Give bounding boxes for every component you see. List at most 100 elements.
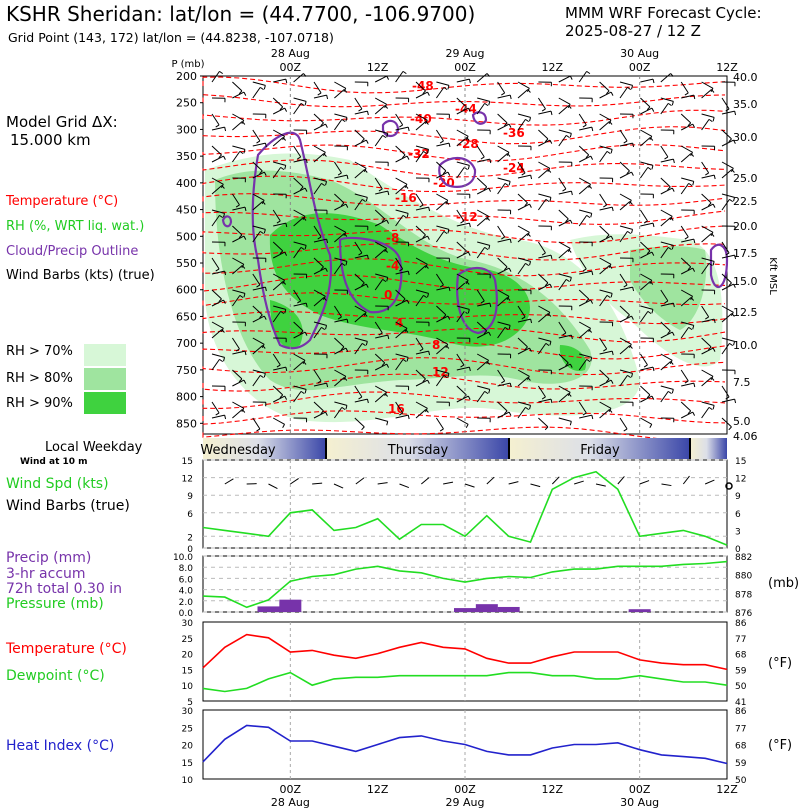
wind-barb bbox=[579, 209, 592, 214]
bottom-time-label: 00Z bbox=[280, 783, 302, 796]
wind-barb bbox=[660, 321, 671, 332]
wind-barb bbox=[660, 331, 673, 339]
temperature-contour bbox=[202, 144, 726, 162]
wind-barb-flag bbox=[504, 266, 508, 271]
wind-barb-flag bbox=[407, 126, 410, 132]
wind-barb-flag bbox=[693, 382, 696, 388]
wind-barb bbox=[456, 107, 469, 115]
surface-wind-barb bbox=[224, 478, 234, 485]
height-tick-label: 17.5 bbox=[733, 247, 758, 260]
wind-barb bbox=[293, 361, 304, 371]
wind-barb bbox=[640, 366, 654, 371]
surface-wind-barb bbox=[333, 483, 344, 489]
wind-barb bbox=[354, 139, 367, 147]
wind-barb bbox=[497, 177, 511, 182]
temperature-contour bbox=[202, 94, 726, 108]
forecast-cycle: MMM WRF Forecast Cycle: 2025-08-27 / 12 … bbox=[565, 4, 762, 40]
wind-barb bbox=[395, 185, 406, 195]
surface-wind-barb bbox=[682, 475, 690, 485]
wind-barb bbox=[252, 87, 261, 99]
wind-barb bbox=[476, 247, 486, 259]
wind-barb bbox=[395, 145, 406, 156]
wind-barb-flag bbox=[549, 283, 553, 288]
wind-barb-flag bbox=[483, 330, 488, 335]
wind-barb-flag bbox=[323, 153, 327, 157]
temp-tick-f: 77 bbox=[735, 635, 746, 645]
temperature-contour-label: -32 bbox=[408, 147, 430, 161]
wind-barb-flag bbox=[406, 299, 410, 304]
wind-barb-flag bbox=[264, 142, 267, 148]
surface-wind-barb bbox=[530, 483, 541, 488]
wind-barb-flag bbox=[708, 406, 713, 411]
weekday-band bbox=[509, 438, 690, 459]
wind-barb bbox=[476, 177, 488, 188]
wind-barb bbox=[232, 265, 243, 275]
wind-barb-flag bbox=[402, 214, 407, 219]
wind-barb bbox=[680, 327, 690, 339]
wind-barb bbox=[660, 103, 669, 115]
wind-barb bbox=[456, 273, 469, 281]
wind-barb-flag bbox=[361, 138, 365, 143]
wind-barb-flag bbox=[263, 171, 267, 176]
wind-barb bbox=[232, 113, 245, 121]
wind-barb-flag bbox=[504, 410, 508, 415]
wind-barb-flag bbox=[530, 318, 533, 324]
wind-barb-flag bbox=[731, 313, 735, 317]
wind-barb bbox=[477, 385, 490, 390]
wind-barb bbox=[721, 241, 730, 254]
wind-barb bbox=[558, 209, 569, 220]
wind-barb-flag bbox=[629, 345, 633, 349]
wind-barb-flag bbox=[480, 300, 485, 304]
surface-wind-barb bbox=[443, 481, 454, 485]
wind-barb bbox=[619, 345, 631, 355]
wind-barb-flag bbox=[221, 185, 225, 189]
wind-barb bbox=[273, 305, 286, 310]
temperature-contour-label: 16 bbox=[388, 402, 405, 416]
wind-barb bbox=[558, 219, 571, 227]
wind-barb bbox=[334, 318, 348, 323]
wind-barb-flag bbox=[282, 281, 287, 285]
wind-barb-flag bbox=[568, 105, 572, 109]
wind-barb-flag bbox=[610, 379, 614, 384]
wind-barb bbox=[273, 161, 286, 166]
wind-barb-flag bbox=[545, 198, 550, 203]
cloud-precip-outline bbox=[456, 267, 498, 335]
label-pressure: Pressure (mb) bbox=[6, 596, 104, 612]
surface-wind-barb bbox=[355, 477, 365, 485]
wind-barb bbox=[436, 171, 449, 179]
wind-barb-flag bbox=[570, 190, 573, 196]
wind-barb bbox=[619, 129, 628, 142]
wind-barb bbox=[395, 71, 404, 83]
wind-barb bbox=[619, 315, 632, 323]
temperature-contour-label: -12 bbox=[456, 210, 478, 224]
wind-barb-flag bbox=[244, 350, 247, 356]
heat-tick-c: 10 bbox=[182, 776, 194, 786]
wind-barb bbox=[701, 305, 710, 318]
wind-barb bbox=[517, 119, 526, 131]
wind-barb-flag bbox=[568, 393, 572, 397]
wind-barb bbox=[721, 199, 730, 211]
wind-barb-flag bbox=[521, 172, 526, 176]
wind-barb-flag bbox=[670, 73, 674, 77]
top-time-label: 00Z bbox=[629, 61, 651, 74]
wind-barb-flag bbox=[467, 107, 471, 112]
temperature-contour bbox=[202, 426, 726, 442]
wind-barb bbox=[497, 297, 508, 307]
wind-barb-flag bbox=[609, 121, 613, 125]
wind-barb bbox=[211, 289, 222, 300]
wind-barb-flag bbox=[340, 202, 345, 207]
wind-barb bbox=[456, 97, 467, 108]
wind-barb bbox=[640, 137, 651, 147]
wind-barb-flag bbox=[337, 316, 342, 320]
wind-barb bbox=[436, 286, 450, 291]
surface-wind-barb bbox=[312, 482, 323, 485]
wind-barb bbox=[313, 411, 326, 419]
wind-barb-flag bbox=[501, 236, 505, 240]
wind-barb-flag bbox=[569, 363, 573, 368]
pressure-tick-label: 850 bbox=[176, 417, 197, 430]
wind-barb bbox=[252, 142, 266, 147]
wind-barb-flag bbox=[484, 390, 489, 395]
wind-barb bbox=[415, 401, 428, 409]
wind-barb bbox=[374, 241, 387, 249]
wind-barb-flag bbox=[527, 233, 531, 237]
